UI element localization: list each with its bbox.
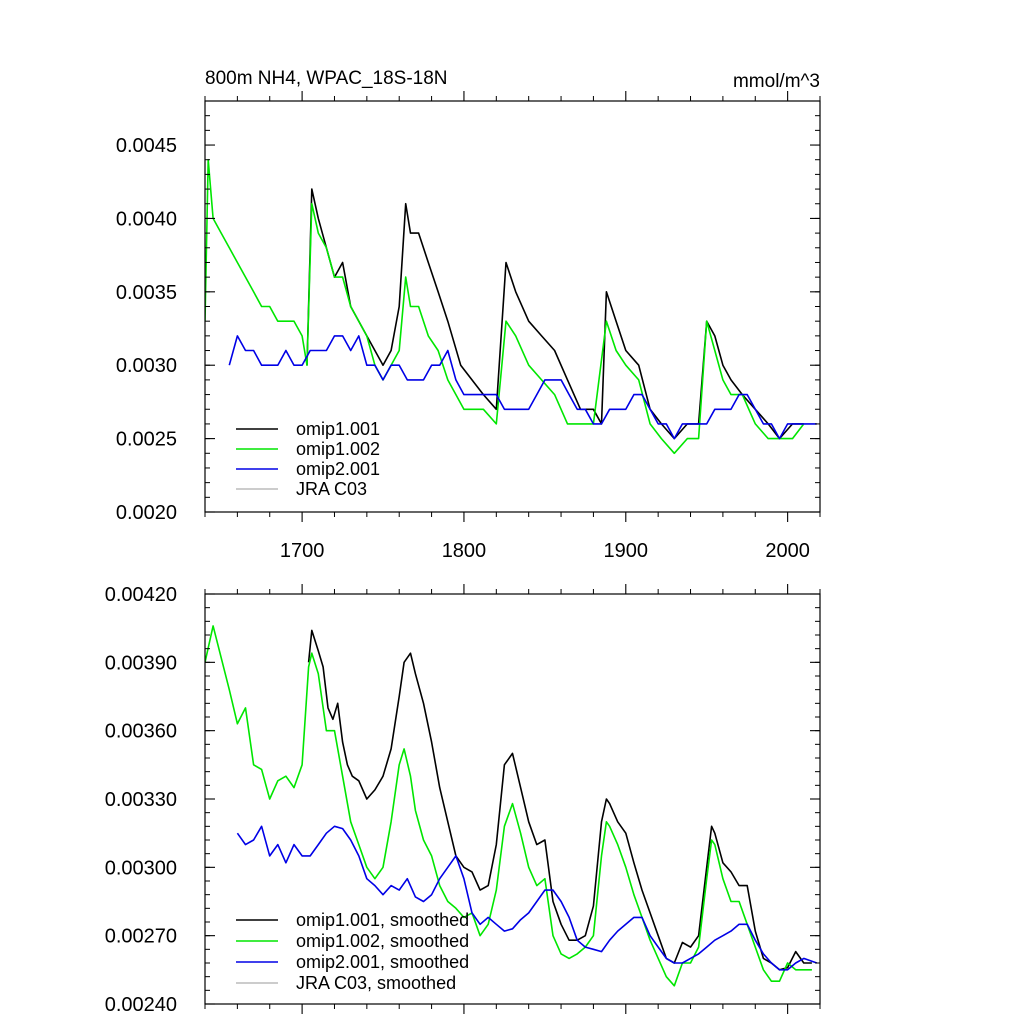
y-tick-label: 0.0040	[116, 208, 177, 230]
legend-label-4: JRA C03	[296, 479, 367, 499]
series-line-1	[306, 188, 804, 440]
y-tick-label: 0.00270	[105, 926, 177, 948]
legend-label-3: omip2.001	[296, 459, 380, 479]
y-tick-label: 0.00330	[105, 789, 177, 811]
x-tick-label: 1800	[442, 540, 487, 562]
legend-label-1: omip1.001	[296, 419, 380, 439]
axis-ticks	[204, 584, 821, 1014]
top-panel: 800m NH4, WPAC_18S-18N mmol/m^3 0.00200.…	[116, 68, 821, 562]
y-tick-label: 0.0025	[116, 429, 177, 451]
top-plot-area: 0.0020 0.0025 0.0030 0.0035 0.0040 0.0045 1700…	[116, 91, 821, 562]
x-tick-label: 2000	[765, 540, 810, 562]
y-tick-label: 0.00420	[105, 584, 177, 606]
legend-label-1: omip1.001, smoothed	[296, 910, 469, 930]
y-tick-label: 0.00240	[105, 994, 177, 1016]
y-tick-label: 0.00390	[105, 652, 177, 674]
y-tick-label: 0.00360	[105, 721, 177, 743]
legend-label-2: omip1.002	[296, 439, 380, 459]
series-line-3	[228, 335, 817, 440]
chart-title: 800m NH4, WPAC_18S-18N	[205, 68, 448, 89]
bottom-plot-area: 0.00240 0.00270 0.00300 0.00330 0.00360 0.003…	[105, 584, 821, 1016]
x-tick-label: 1900	[604, 540, 649, 562]
legend-label-3: omip2.001, smoothed	[296, 952, 469, 972]
bottom-panel: 0.00240 0.00270 0.00300 0.00330 0.00360 0.003…	[105, 584, 821, 1016]
series-group	[205, 158, 817, 455]
y-tick-label: 0.00300	[105, 857, 177, 879]
series-line-1	[307, 629, 812, 971]
chart-units: mmol/m^3	[733, 71, 820, 92]
y-tick-label: 0.0045	[116, 135, 177, 157]
y-tick-label: 0.0030	[116, 355, 177, 377]
y-tick-label: 0.0035	[116, 282, 177, 304]
series-line-2	[205, 625, 812, 987]
legend-label-4: JRA C03, smoothed	[296, 973, 456, 993]
series-line-2	[205, 158, 805, 455]
axis-ticks	[204, 91, 821, 522]
series-group	[205, 625, 818, 987]
series-line-3	[236, 825, 818, 971]
legend-label-2: omip1.002, smoothed	[296, 931, 469, 951]
y-tick-label: 0.0020	[116, 502, 177, 524]
x-tick-label: 1700	[280, 540, 325, 562]
